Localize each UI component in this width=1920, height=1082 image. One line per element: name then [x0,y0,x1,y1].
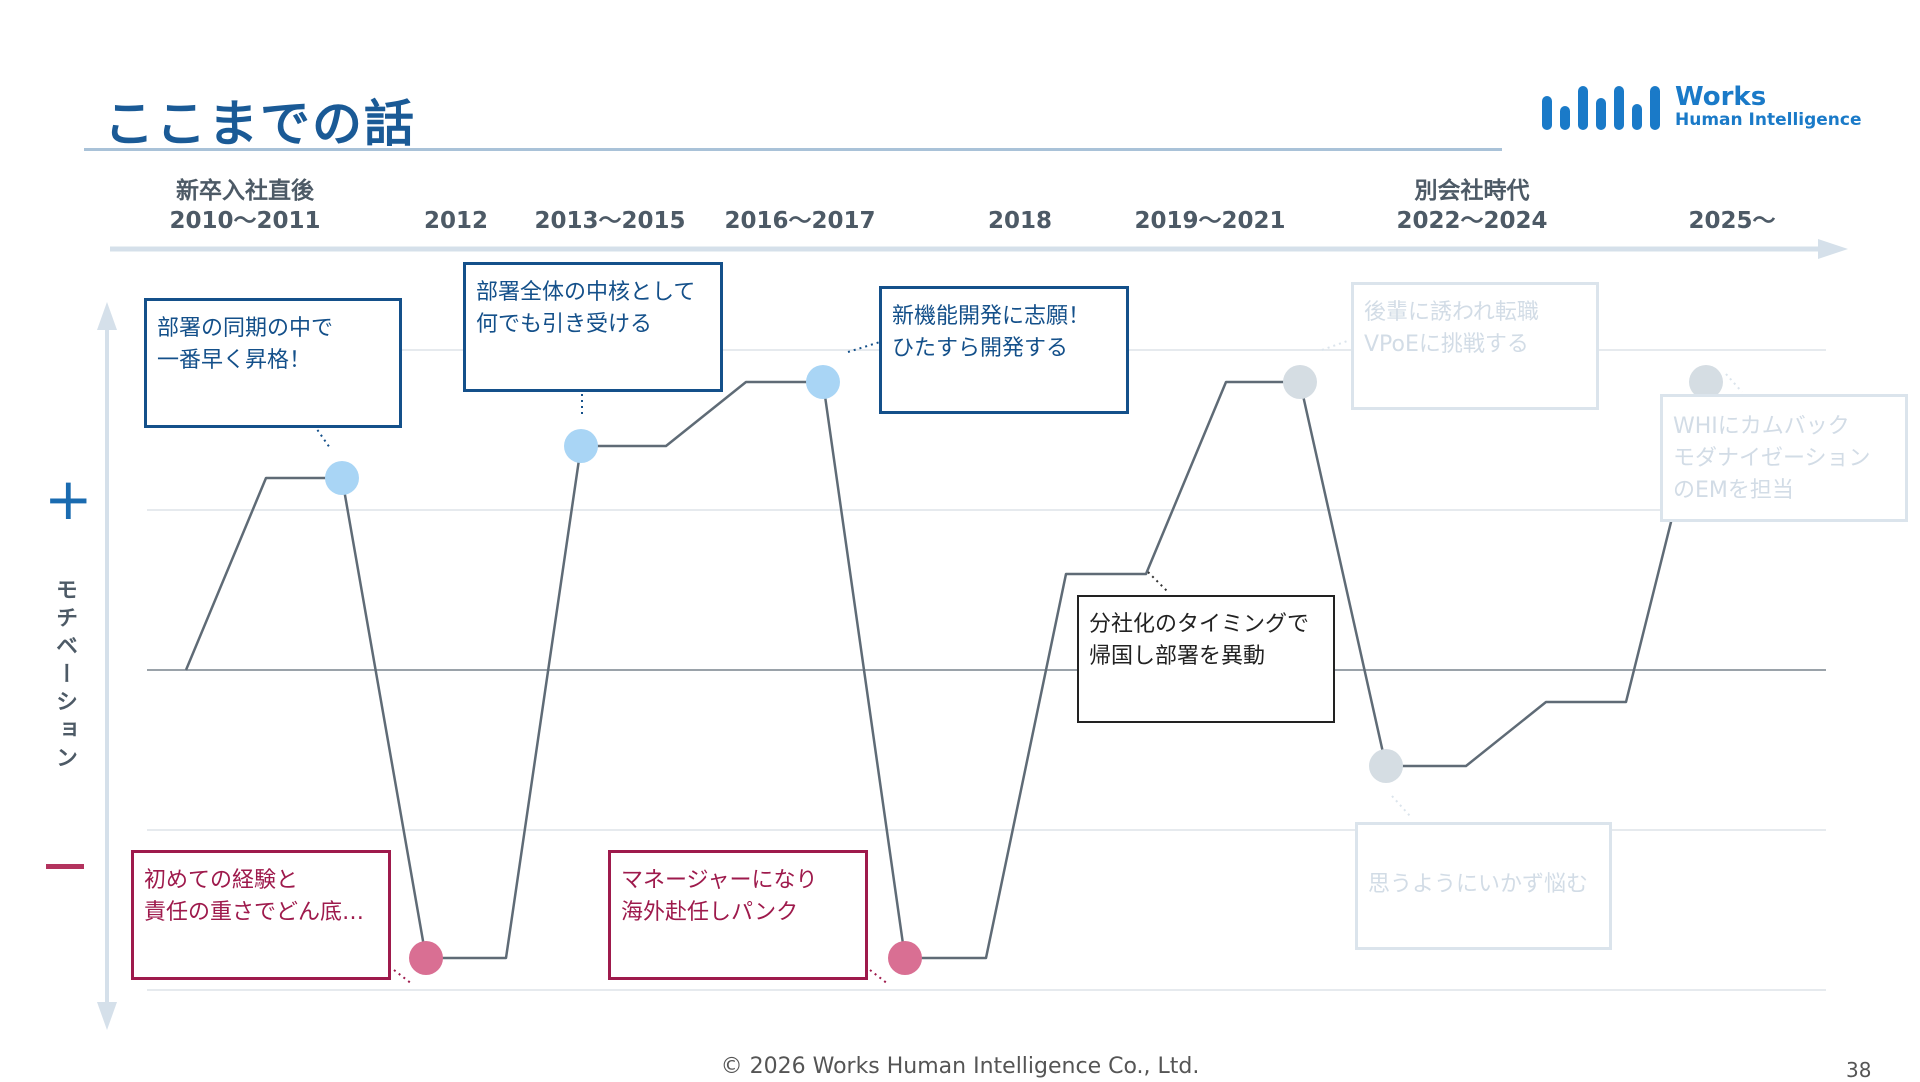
motivation-marker [325,461,359,495]
motivation-marker [806,365,840,399]
callout-box: 部署全体の中核として 何でも引き受ける [463,262,723,392]
callout-box: 部署の同期の中で 一番早く昇格！ [144,298,402,428]
period-years: 2010〜2011 [169,208,321,234]
period-years: 2012 [423,208,489,234]
callout-box: 後輩に誘われ転職 VPoEに挑戦する [1351,282,1599,410]
callout-box: 初めての経験と 責任の重さでどん底… [131,850,391,980]
plus-sign: + [44,465,93,533]
logo-wordmark-works: Works [1675,82,1767,112]
callout-box: 分社化のタイミングで 帰国し部署を異動 [1077,595,1335,723]
period-header: 2025〜 [1688,206,1775,236]
callout-box: 新機能開発に志願！ ひたすら開発する [879,286,1129,414]
period-years: 2013〜2015 [534,208,686,234]
timeline-arrow [110,239,1848,259]
period-header: 2013〜2015 [534,206,685,236]
period-header: 2019〜2021 [1134,206,1285,236]
callout-box: WHIにカムバック モダナイゼーション のEMを担当 [1660,394,1908,522]
motivation-marker [1689,365,1723,399]
motivation-marker [409,941,443,975]
page-number: 38 [1846,1058,1872,1082]
logo-wordmark-sub: Human Intelligence [1675,110,1862,130]
period-years: 2018 [987,208,1053,234]
period-era: 新卒入社直後 [176,178,314,204]
works-logo-icon [1542,86,1660,130]
title-divider [84,148,1502,151]
period-years: 2019〜2021 [1134,208,1286,234]
minus-sign [46,864,84,869]
motivation-marker [564,429,598,463]
period-years: 2016〜2017 [724,208,876,234]
y-axis-arrow [97,302,117,1030]
period-header: 2012 [424,206,488,236]
period-header: 別会社時代 2022〜2024 [1396,176,1547,236]
motivation-marker [888,941,922,975]
period-header: 2018 [988,206,1052,236]
copyright-footer: © 2026 Works Human Intelligence Co., Ltd… [720,1054,1200,1079]
callout-connectors [313,339,1743,985]
period-header: 2016〜2017 [724,206,875,236]
period-header: 新卒入社直後 2010〜2011 [169,176,320,236]
y-axis-label: モチベーション [52,578,77,774]
callout-box: マネージャーになり 海外赴任しパンク [608,850,868,980]
period-era: 別会社時代 [1414,178,1530,204]
motivation-marker [1369,749,1403,783]
callout-box: 思うようにいかず悩む [1355,822,1612,950]
motivation-marker [1283,365,1317,399]
period-years: 2022〜2024 [1396,208,1548,234]
motivation-markers [325,365,1723,975]
period-years: 2025〜 [1688,208,1776,234]
slide-title: ここまでの話 [104,95,416,153]
